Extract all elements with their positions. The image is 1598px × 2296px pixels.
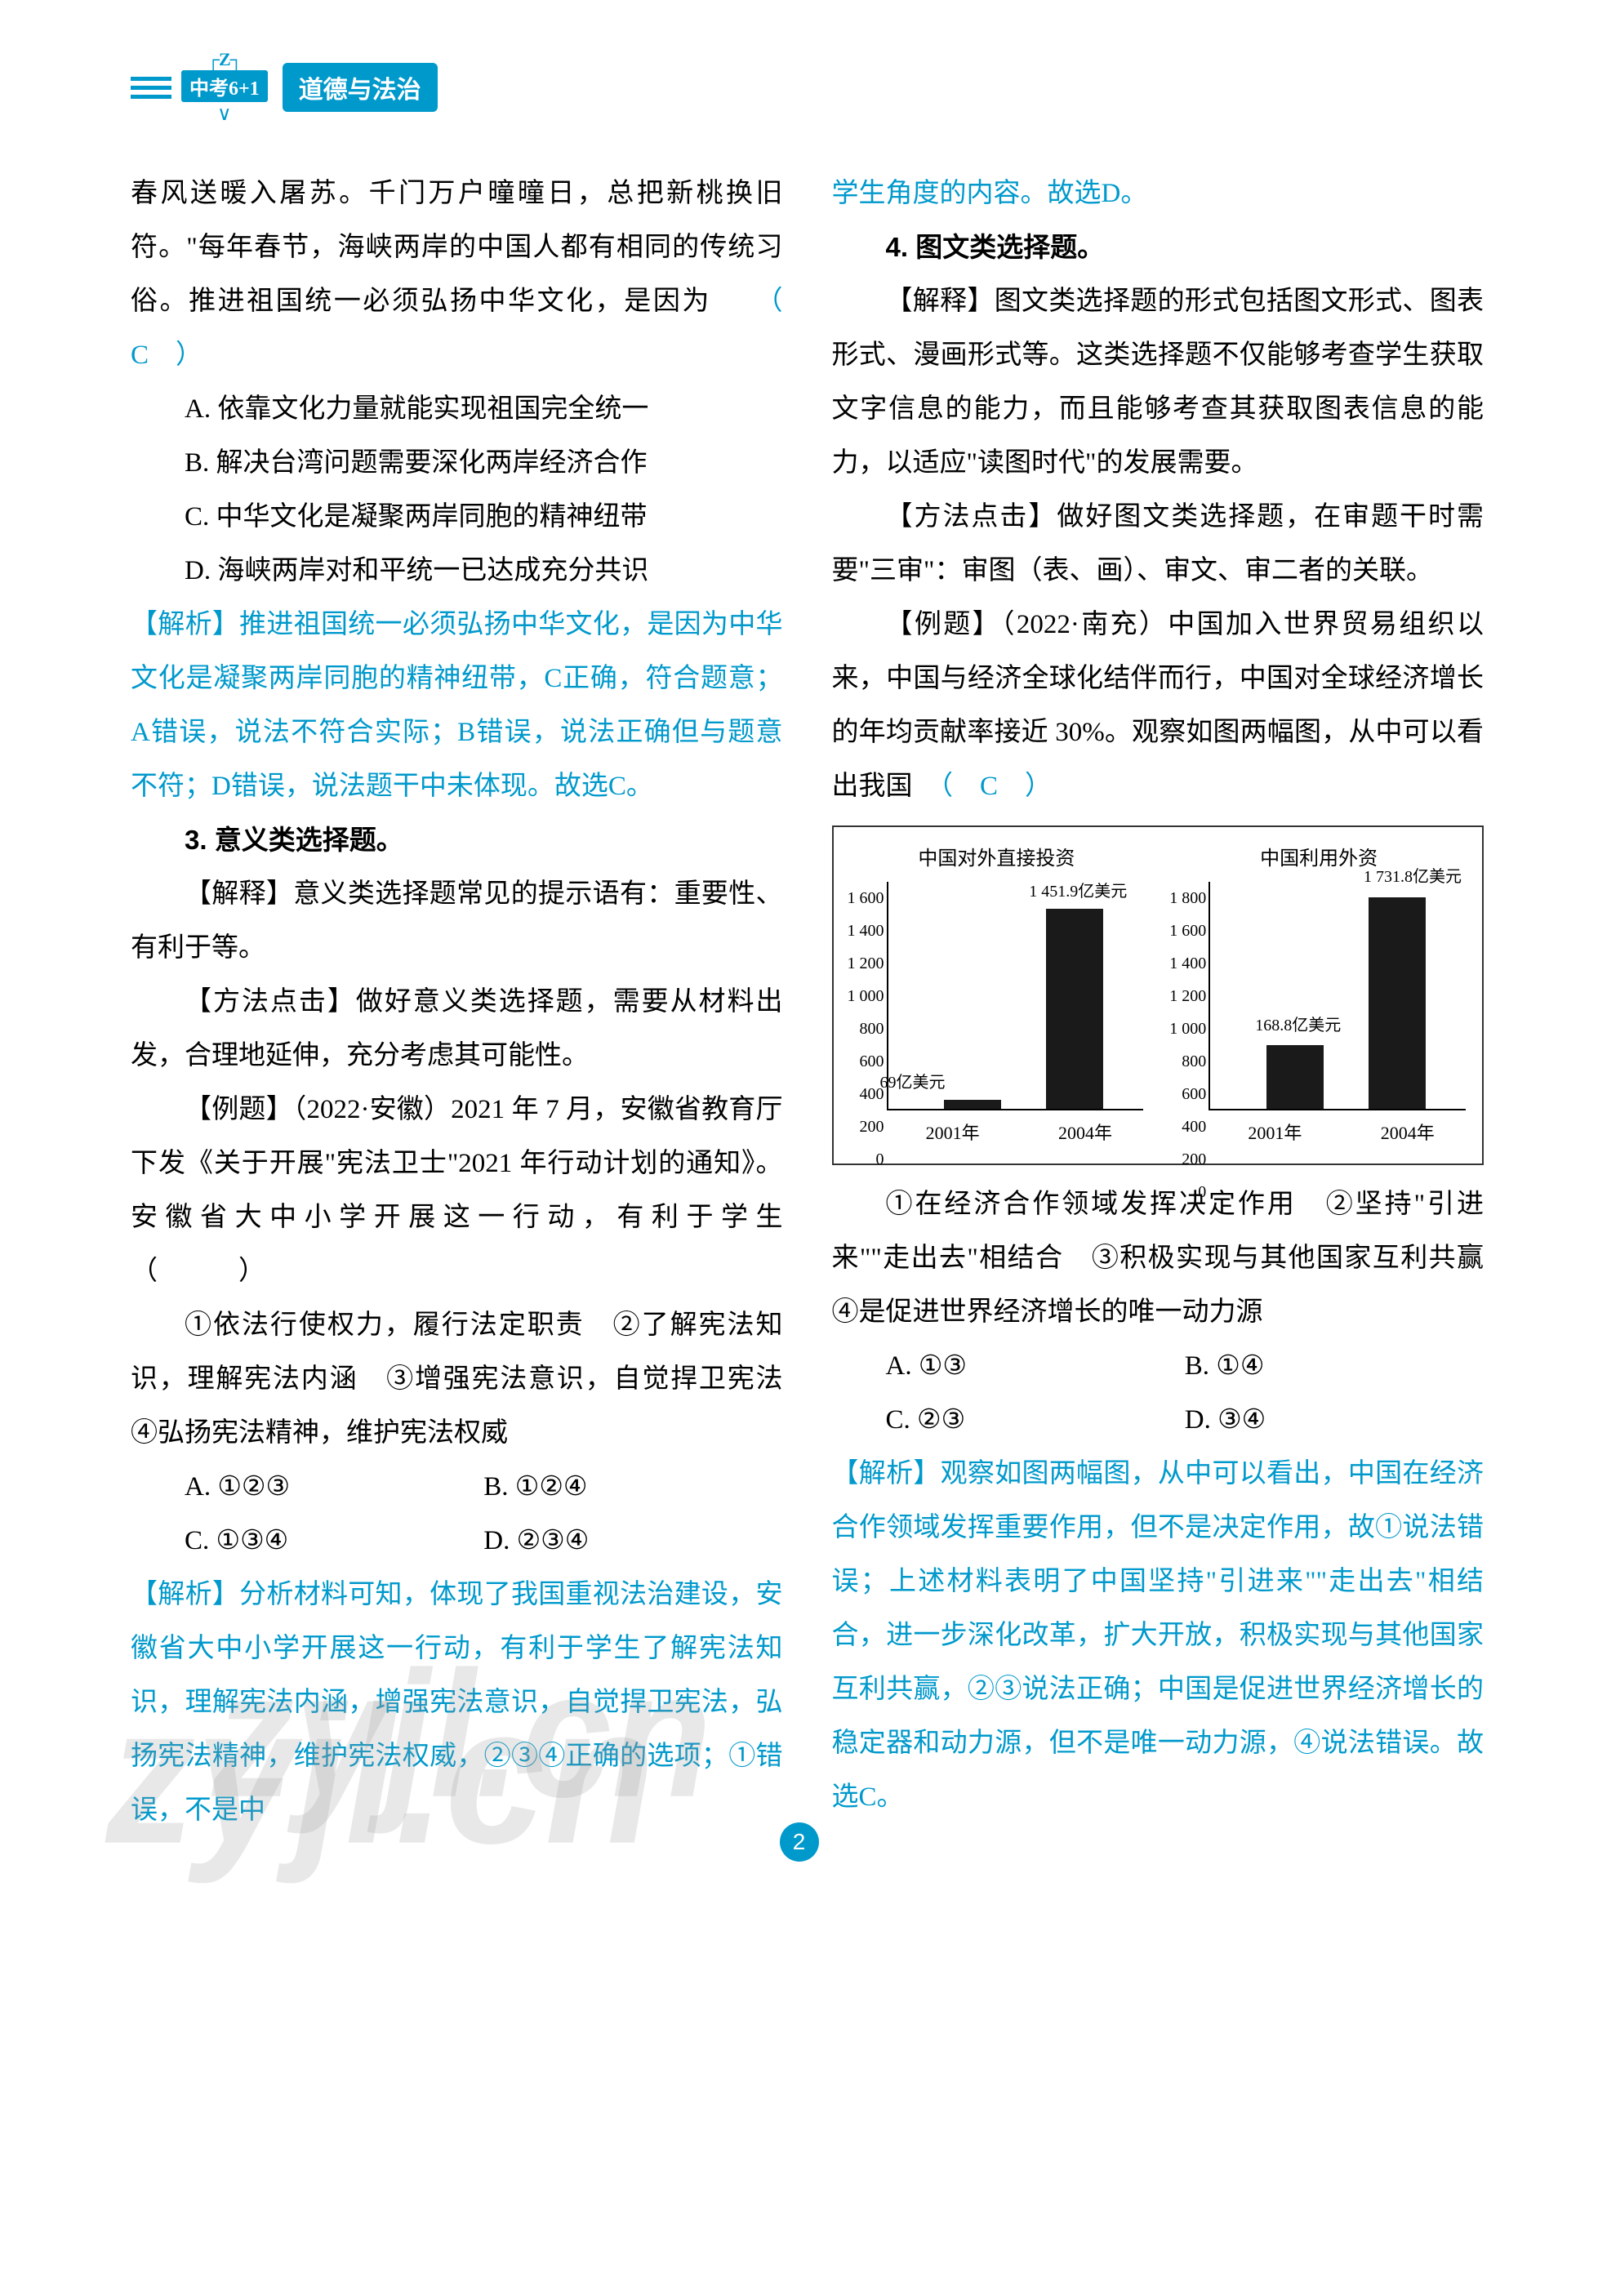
page-header: ┌Z┐ 中考6+1 ∨ 道德与法治 bbox=[131, 49, 1484, 126]
option-d: D. 海峡两岸对和平统一已达成充分共识 bbox=[131, 544, 783, 598]
option-row-ab: A. ①③ B. ①④ bbox=[832, 1339, 1484, 1393]
charts-container: 中国对外直接投资 1 6001 4001 2001 00080060040020… bbox=[832, 825, 1484, 1165]
analysis-text-2: 【解析】分析材料可知，体现了我国重视法治建设，安徽省大中小学开展这一行动，有利于… bbox=[131, 1568, 783, 1837]
option-row-ab: A. ①②③ B. ①②④ bbox=[131, 1460, 783, 1514]
y-tick-label: 1 200 bbox=[1161, 980, 1206, 1012]
section-3-title: 3. 意义类选择题。 bbox=[131, 813, 783, 867]
section-4-method: 【方法点击】做好图文类选择题，在审题干时需要"三审"：审图（表、画）、审文、审二… bbox=[832, 490, 1484, 598]
section-3-example: 【例题】（2022·安徽）2021 年 7 月，安徽省教育厅下发《关于开展"宪法… bbox=[131, 1083, 783, 1298]
analysis-text: 【解析】推进祖国统一必须弘扬中华文化，是因为中华文化是凝聚两岸同胞的精神纽带，C… bbox=[131, 598, 783, 813]
option-row-cd: C. ②③ D. ③④ bbox=[832, 1393, 1484, 1447]
y-tick-label: 1 000 bbox=[839, 980, 884, 1012]
y-tick-label: 400 bbox=[839, 1078, 884, 1110]
analysis-text-3: 【解析】观察如图两幅图，从中可以看出，中国在经济合作领域发挥重要作用，但不是决定… bbox=[832, 1447, 1484, 1824]
chart-bar bbox=[1369, 897, 1426, 1109]
chart-2-body: 1 8001 6001 4001 2001 0008006004002000 1… bbox=[1209, 882, 1466, 1110]
option-c: C. ②③ bbox=[886, 1393, 1185, 1447]
chart-bar bbox=[1266, 1045, 1324, 1109]
chart-1-body: 1 6001 4001 2001 0008006004002000 1 451.… bbox=[887, 882, 1144, 1110]
y-tick-label: 1 200 bbox=[839, 947, 884, 980]
y-tick-label: 0 bbox=[839, 1143, 884, 1176]
option-b: B. 解决台湾问题需要深化两岸经济合作 bbox=[131, 436, 783, 490]
section-4-explain: 【解释】图文类选择题的形式包括图文形式、图表形式、漫画形式等。这类选择题不仅能够… bbox=[832, 274, 1484, 490]
header-decoration-lines bbox=[131, 77, 171, 99]
logo-top-decoration: ┌Z┐ bbox=[207, 49, 242, 70]
question-stem-continued: 春风送暖入屠苏。千门万户曈曈日，总把新桃换旧符。"每年春节，海峡两岸的中国人都有… bbox=[131, 167, 783, 382]
chart-outbound-investment: 中国对外直接投资 1 6001 4001 2001 00080060040020… bbox=[842, 839, 1152, 1151]
y-tick-label: 1 400 bbox=[839, 914, 884, 947]
option-c: C. ①③④ bbox=[185, 1514, 483, 1568]
left-column: 春风送暖入屠苏。千门万户曈曈日，总把新桃换旧符。"每年春节，海峡两岸的中国人都有… bbox=[131, 167, 783, 1837]
chart-foreign-capital: 中国利用外资 1 8001 6001 4001 2001 00080060040… bbox=[1164, 839, 1474, 1151]
y-tick-label: 800 bbox=[1161, 1045, 1206, 1078]
chart-2-x-label-1: 2001年 bbox=[1248, 1115, 1302, 1151]
main-content: 春风送暖入屠苏。千门万户曈曈日，总把新桃换旧符。"每年春节，海峡两岸的中国人都有… bbox=[131, 167, 1484, 1837]
chart-2-y-axis: 1 8001 6001 4001 2001 0008006004002000 bbox=[1161, 882, 1206, 1109]
subject-badge: 道德与法治 bbox=[283, 63, 438, 112]
option-d: D. ②③④ bbox=[483, 1514, 782, 1568]
analysis-continued: 学生角度的内容。故选D。 bbox=[832, 167, 1484, 220]
option-c: C. 中华文化是凝聚两岸同胞的精神纽带 bbox=[131, 490, 783, 544]
series-name-badge: 中考6+1 bbox=[181, 70, 268, 102]
y-tick-label: 800 bbox=[839, 1012, 884, 1045]
y-tick-label: 0 bbox=[1161, 1176, 1206, 1208]
page-number-badge: 2 bbox=[780, 1822, 819, 1862]
y-tick-label: 1 400 bbox=[1161, 947, 1206, 980]
option-row-cd: C. ①③④ D. ②③④ bbox=[131, 1514, 783, 1568]
y-tick-label: 400 bbox=[1161, 1110, 1206, 1143]
y-tick-label: 200 bbox=[839, 1110, 884, 1143]
chart-1-y-axis: 1 6001 4001 2001 0008006004002000 bbox=[839, 882, 884, 1109]
chart-1-x-axis: 2001年 2004年 bbox=[887, 1115, 1152, 1151]
answer-mark: （ C ） bbox=[940, 772, 1053, 801]
chart-1-title: 中国对外直接投资 bbox=[842, 839, 1152, 879]
chart-1-bar-2-label: 1 451.9亿美元 bbox=[1029, 875, 1127, 908]
logo-bottom-decoration: ∨ bbox=[217, 102, 232, 126]
section-4-title: 4. 图文类选择题。 bbox=[832, 220, 1484, 274]
right-column: 学生角度的内容。故选D。 4. 图文类选择题。 【解释】图文类选择题的形式包括图… bbox=[832, 167, 1484, 1837]
chart-bar bbox=[944, 1100, 1001, 1109]
y-tick-label: 200 bbox=[1161, 1143, 1206, 1176]
chart-2-bar-1-label: 168.8亿美元 bbox=[1255, 1009, 1341, 1042]
option-d: D. ③④ bbox=[1185, 1393, 1484, 1447]
option-a: A. ①②③ bbox=[185, 1460, 483, 1514]
answer-blank: （ ） bbox=[131, 1257, 265, 1286]
option-b: B. ①④ bbox=[1185, 1339, 1484, 1393]
chart-bar bbox=[1046, 909, 1103, 1109]
y-tick-label: 1 600 bbox=[1161, 914, 1206, 947]
section-4-example: 【例题】（2022·南充）中国加入世界贸易组织以来，中国与经济全球化结伴而行，中… bbox=[832, 598, 1484, 813]
y-tick-label: 600 bbox=[1161, 1078, 1206, 1110]
chart-2-bar-2-label: 1 731.8亿美元 bbox=[1364, 861, 1462, 893]
section-3-numbered-options: ①依法行使权力，履行法定职责 ②了解宪法知识，理解宪法内涵 ③增强宪法意识，自觉… bbox=[131, 1298, 783, 1460]
section-3-explain: 【解释】意义类选择题常见的提示语有：重要性、有利于等。 bbox=[131, 867, 783, 975]
option-a: A. ①③ bbox=[886, 1339, 1185, 1393]
y-tick-label: 600 bbox=[839, 1045, 884, 1078]
chart-1-bar-1-label: 69亿美元 bbox=[880, 1066, 946, 1099]
chart-2-x-label-2: 2004年 bbox=[1381, 1115, 1435, 1151]
chart-2-x-axis: 2001年 2004年 bbox=[1209, 1115, 1474, 1151]
chart-1-x-label-1: 2001年 bbox=[926, 1115, 980, 1151]
chart-1-x-label-2: 2004年 bbox=[1058, 1115, 1112, 1151]
section-4-numbered-options: ①在经济合作领域发挥决定作用 ②坚持"引进来""走出去"相结合 ③积极实现与其他… bbox=[832, 1177, 1484, 1339]
section-3-method: 【方法点击】做好意义类选择题，需要从材料出发，合理地延伸，充分考虑其可能性。 bbox=[131, 975, 783, 1083]
option-b: B. ①②④ bbox=[483, 1460, 782, 1514]
y-tick-label: 1 800 bbox=[1161, 882, 1206, 914]
y-tick-label: 1 600 bbox=[839, 882, 884, 914]
series-logo: ┌Z┐ 中考6+1 ∨ bbox=[181, 49, 268, 126]
option-a: A. 依靠文化力量就能实现祖国完全统一 bbox=[131, 382, 783, 436]
y-tick-label: 1 000 bbox=[1161, 1012, 1206, 1045]
